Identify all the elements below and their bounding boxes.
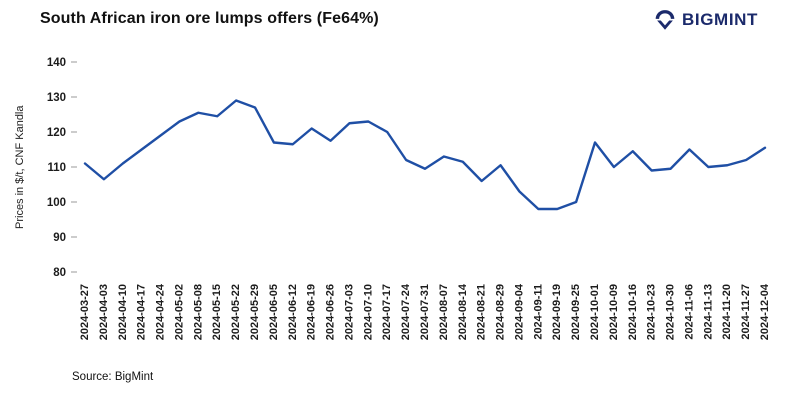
chart-title: South African iron ore lumps offers (Fe6…	[40, 10, 379, 27]
x-tick-label: 2024-10-01	[589, 284, 601, 340]
x-tick-label: 2024-06-26	[325, 284, 337, 340]
x-tick-label: 2024-06-05	[268, 284, 280, 340]
y-tick-label: 100	[47, 197, 66, 209]
x-tick-label: 2024-05-02	[173, 284, 185, 340]
source-note: Source: BigMint	[72, 371, 154, 383]
x-tick-label: 2024-06-19	[306, 284, 318, 340]
bigmint-logo-icon	[655, 10, 675, 30]
x-tick-label: 2024-04-17	[136, 284, 148, 340]
y-tick-label: 140	[47, 57, 66, 69]
x-tick-label: 2024-03-27	[79, 284, 91, 340]
x-tick-label: 2024-11-13	[702, 284, 714, 340]
x-tick-label: 2024-11-27	[740, 284, 752, 340]
y-tick-label: 120	[47, 127, 66, 139]
line-chart: 80 90 100 110 120 130 140 2024-03-27 2024-04-03 2…	[0, 40, 800, 370]
x-tick-label: 2024-05-15	[211, 284, 223, 340]
y-tick-label: 130	[47, 92, 66, 104]
x-tick-label: 2024-09-11	[532, 284, 544, 340]
x-tick-label: 2024-10-23	[646, 284, 658, 340]
x-tick-label: 2024-07-03	[343, 284, 355, 340]
x-tick-label: 2024-11-06	[683, 284, 695, 340]
x-tick-label: 2024-07-24	[400, 283, 412, 340]
x-tick-label: 2024-06-12	[287, 284, 299, 340]
x-tick-label: 2024-10-09	[608, 284, 620, 340]
x-tick-label: 2024-08-21	[476, 284, 488, 340]
x-tick-label: 2024-08-07	[438, 284, 450, 340]
x-tick-label: 2024-07-31	[419, 284, 431, 340]
y-tick-label: 90	[53, 232, 66, 244]
x-tick-label: 2024-04-10	[117, 284, 129, 340]
bigmint-logo-text: BIGMINT	[682, 10, 758, 29]
x-tick-label: 2024-09-19	[551, 284, 563, 340]
x-tick-label: 2024-05-29	[249, 284, 261, 340]
y-tick-label: 80	[53, 267, 66, 279]
x-tick-label: 2024-07-10	[362, 284, 374, 340]
x-tick-label: 2024-08-14	[457, 283, 469, 340]
x-tick-label: 2024-07-17	[381, 284, 393, 340]
x-tick-label: 2024-10-16	[627, 284, 639, 340]
y-tick-label: 110	[47, 162, 66, 174]
y-axis-label: Prices in $/t, CNF Kandla	[14, 105, 26, 229]
x-tick-label: 2024-05-08	[192, 284, 204, 340]
x-tick-label: 2024-11-20	[721, 284, 733, 340]
line-chart-svg: 80 90 100 110 120 130 140 2024-03-27 2024-04-03 2…	[47, 57, 771, 340]
bigmint-logo: BIGMINT	[654, 9, 758, 31]
x-tick-label: 2024-04-24	[155, 283, 167, 340]
x-tick-label: 2024-10-30	[665, 284, 677, 340]
price-series-line	[83, 99, 767, 211]
x-tick-label: 2024-09-04	[513, 283, 525, 340]
x-tick-label: 2024-12-04	[759, 283, 771, 340]
x-tick-label: 2024-05-22	[230, 284, 242, 340]
x-tick-label: 2024-08-29	[495, 284, 507, 340]
x-tick-label: 2024-04-03	[98, 284, 110, 340]
x-tick-label: 2024-09-25	[570, 284, 582, 340]
